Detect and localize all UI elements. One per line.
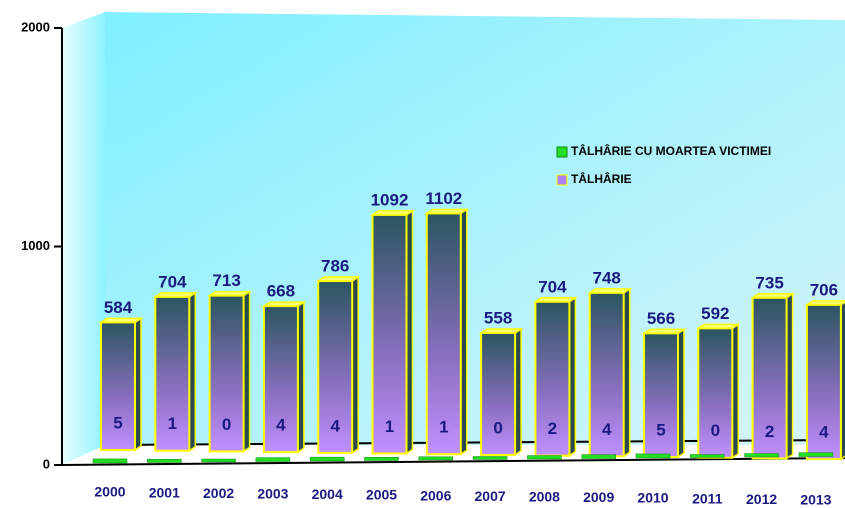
data-label: 0 <box>222 415 231 434</box>
x-tick-label: 2009 <box>583 489 614 505</box>
x-tick-label: 2003 <box>257 486 288 502</box>
data-label: 748 <box>593 268 621 287</box>
legend-label: TÂLHÂRIE <box>571 171 632 186</box>
legend: TÂLHÂRIE CU MOARTEA VICTIMEI TÂLHÂRIE <box>556 143 771 186</box>
bar <box>364 457 399 461</box>
data-label: 735 <box>755 273 783 292</box>
bar <box>750 292 796 460</box>
bar <box>587 287 633 458</box>
x-tick-label: 2002 <box>203 485 234 501</box>
data-label: 4 <box>330 416 340 435</box>
data-label: 668 <box>267 282 295 301</box>
bar <box>418 456 454 461</box>
x-tick-label: 2010 <box>637 490 668 506</box>
data-label: 558 <box>484 308 512 327</box>
data-label: 1 <box>439 418 448 437</box>
x-tick-label: 2007 <box>475 488 506 504</box>
bar <box>255 457 291 462</box>
bar <box>424 208 470 456</box>
bar <box>261 300 307 454</box>
floor-front <box>61 457 845 466</box>
bar <box>635 453 671 459</box>
bar <box>581 454 616 459</box>
bar <box>207 290 253 453</box>
bar-front <box>805 303 842 461</box>
bar-front <box>100 321 136 451</box>
data-label: 0 <box>493 418 502 437</box>
data-label: 4 <box>276 416 286 435</box>
bar-front <box>425 212 462 456</box>
bar <box>152 291 198 453</box>
bar-front <box>154 295 191 452</box>
bar <box>309 456 345 462</box>
bar <box>147 459 182 463</box>
bar <box>472 456 508 460</box>
bar <box>92 458 128 464</box>
data-label: 0 <box>711 421 720 440</box>
x-tick-label: 2013 <box>800 492 831 508</box>
bar <box>527 455 562 460</box>
x-tick-label: 2004 <box>312 486 343 502</box>
data-label: 4 <box>819 423 829 442</box>
bar <box>478 327 524 457</box>
y-tick-label: 1000 <box>21 238 50 253</box>
bar <box>798 452 834 457</box>
x-tick-label: 2000 <box>94 484 125 500</box>
data-label: 1102 <box>425 189 462 208</box>
bar-front <box>697 327 734 459</box>
bar-front <box>480 331 517 456</box>
data-label: 704 <box>538 277 567 296</box>
x-tick-label: 2008 <box>529 489 560 505</box>
bar-front <box>534 300 571 457</box>
data-label: 566 <box>647 309 675 328</box>
bar-front <box>371 213 408 455</box>
data-label: 5 <box>656 420 665 439</box>
bar-front <box>208 294 245 453</box>
data-label: 2 <box>548 419 557 438</box>
legend-label: TÂLHÂRIE CU MOARTEA VICTIMEI <box>571 143 771 158</box>
bar <box>744 453 779 458</box>
x-tick-label: 2011 <box>692 490 723 506</box>
data-label: 1092 <box>371 190 409 209</box>
bar-front <box>751 296 788 460</box>
data-label: 4 <box>602 420 612 439</box>
bar <box>315 275 361 455</box>
bar <box>641 327 687 459</box>
bar-front <box>262 305 299 454</box>
data-label: 704 <box>158 272 187 291</box>
bar-front <box>643 332 679 459</box>
bar <box>532 296 578 458</box>
data-label: 584 <box>104 298 133 317</box>
bar <box>201 458 236 463</box>
bar <box>98 316 144 452</box>
y-tick-label: 0 <box>43 456 50 471</box>
data-label: 706 <box>810 280 838 299</box>
bar-front <box>317 280 354 454</box>
data-label: 1 <box>168 414 177 433</box>
data-label: 5 <box>113 413 122 432</box>
x-tick-label: 2012 <box>746 491 777 507</box>
bar <box>690 454 725 458</box>
bar <box>804 300 845 461</box>
data-label: 1 <box>385 417 394 436</box>
legend-swatch <box>556 174 568 186</box>
x-tick-label: 2001 <box>149 484 180 500</box>
data-label: 786 <box>321 257 349 276</box>
data-label: 713 <box>212 271 240 290</box>
data-label: 2 <box>765 422 774 441</box>
bar <box>695 322 741 460</box>
legend-swatch <box>556 146 568 158</box>
side-wall <box>62 12 105 465</box>
x-tick-label: 2006 <box>420 487 451 503</box>
y-tick-label: 2000 <box>21 19 50 34</box>
bar <box>370 209 415 455</box>
data-label: 592 <box>701 304 729 323</box>
x-tick-label: 2005 <box>366 487 397 503</box>
